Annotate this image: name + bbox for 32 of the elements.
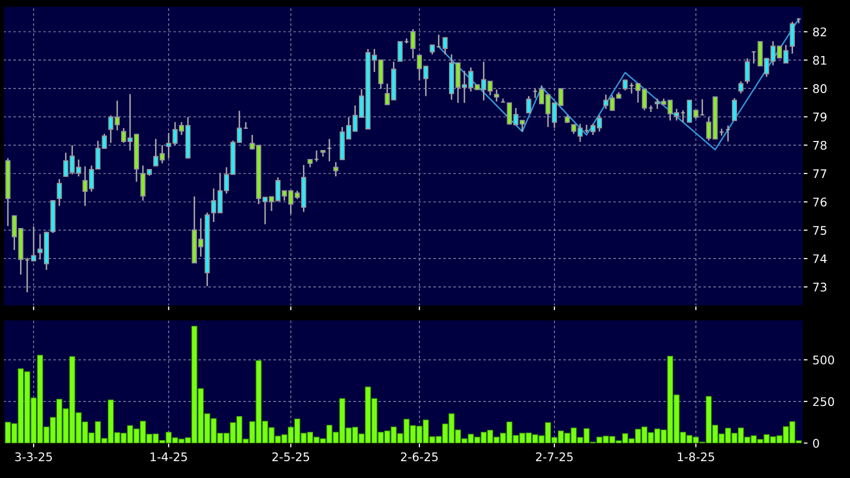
candlestick [790, 21, 795, 54]
candlestick [738, 80, 744, 94]
y-tick-label: 77 [813, 169, 826, 178]
candlestick [398, 41, 403, 62]
y-tick-label: 0 [813, 438, 820, 448]
candlestick [442, 36, 448, 56]
y-tick-label: 81 [813, 56, 826, 65]
x-tick-label: 2-7-25 [536, 452, 573, 462]
x-tick-label: 2-5-25 [272, 452, 310, 462]
y-tick-label: 79 [813, 112, 826, 122]
y-tick-label: 80 [813, 84, 827, 94]
x-tick-label: 2-6-25 [400, 452, 438, 462]
x-tick-label: 1-8-25 [678, 452, 714, 462]
x-tick-label: 3-3-25 [15, 452, 52, 462]
candlestick [526, 95, 532, 114]
x-tick-label: 1-4-25 [150, 452, 187, 462]
candlestick [494, 88, 500, 102]
y-tick-label: 82 [813, 27, 826, 36]
candlestick [732, 97, 737, 122]
candlestick [56, 178, 62, 207]
y-tick-label: 78 [813, 140, 826, 150]
candlestick [744, 58, 750, 84]
y-tick-label: 76 [813, 198, 827, 207]
y-tick-label: 500 [813, 356, 834, 364]
line-series [438, 18, 800, 150]
candlestick [410, 28, 416, 60]
y-tick-label: 73 [813, 282, 826, 292]
y-tick-label: 250 [813, 397, 834, 406]
candlestick [31, 226, 36, 262]
candlestick [333, 161, 338, 178]
y-tick-label: 74 [813, 254, 827, 264]
y-tick-label: 75 [813, 226, 826, 235]
